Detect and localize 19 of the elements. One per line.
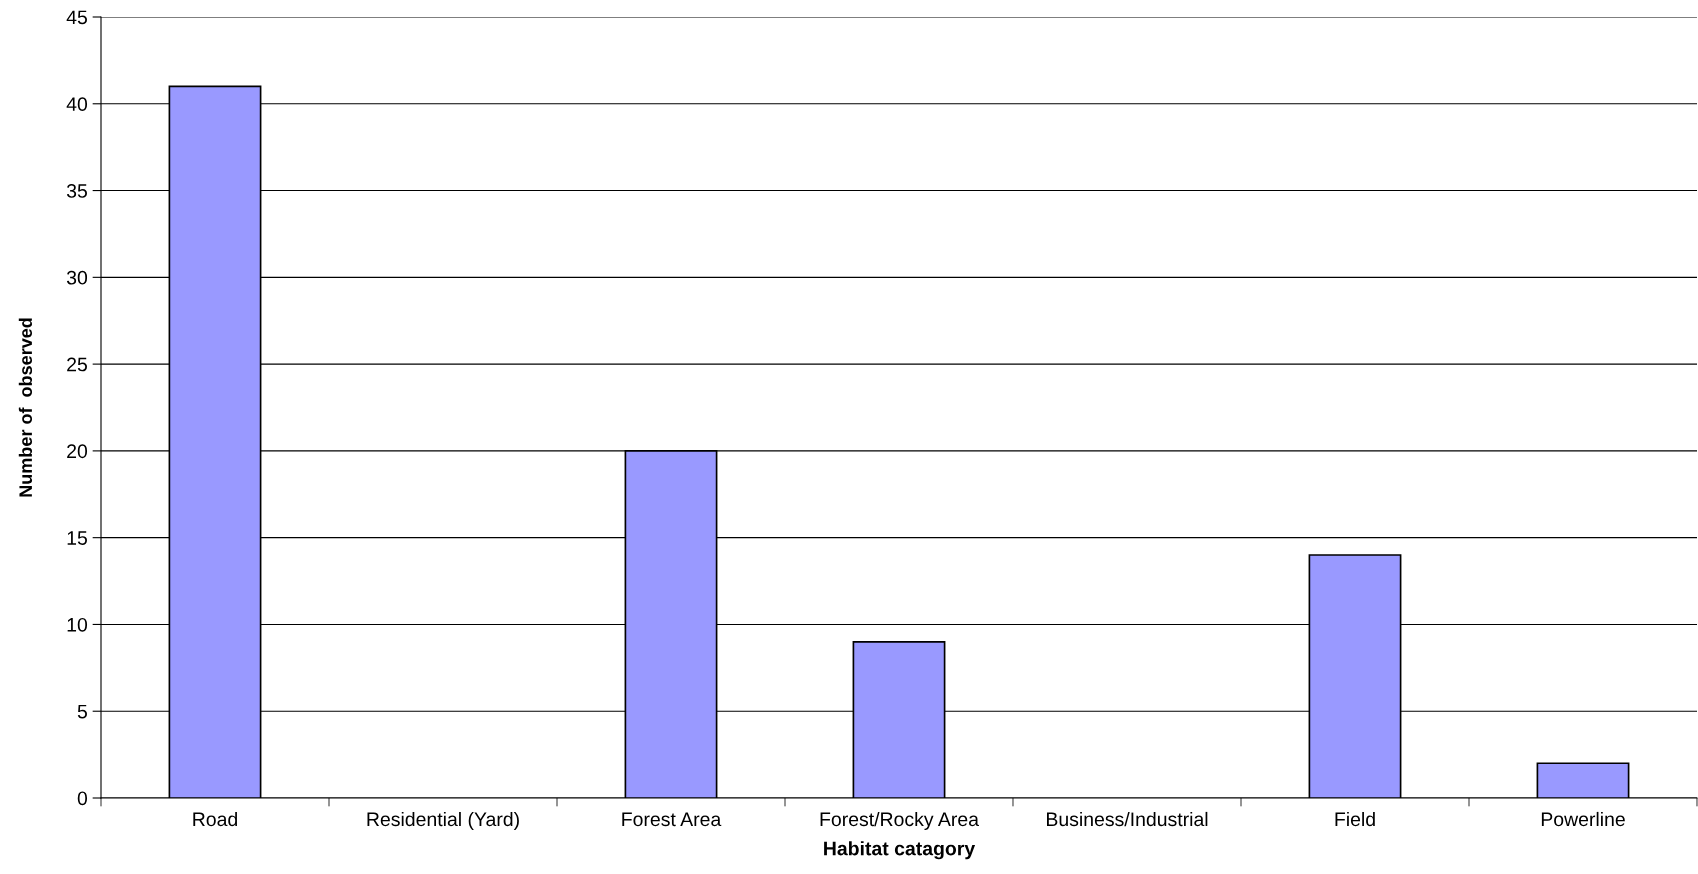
y-tick-label: 40 <box>66 97 88 112</box>
y-tick-label: 10 <box>67 617 88 632</box>
y-tick-label: 0 <box>77 791 88 806</box>
x-tick-label: Powerline <box>1541 811 1625 827</box>
x-tick-label: Field <box>1335 811 1375 827</box>
y-tick-label: 45 <box>66 10 87 25</box>
x-tick-label: Residential (Yard) <box>367 811 519 831</box>
y-tick-label: 15 <box>67 531 87 545</box>
x-tick-label: Road <box>193 811 237 827</box>
y-tick-label: 30 <box>66 270 88 285</box>
y-tick-label: 35 <box>66 184 87 198</box>
y-tick-label: 5 <box>77 704 87 719</box>
y-tick-label: 20 <box>67 444 88 459</box>
x-tick-label: Forest/Rocky Area <box>820 811 979 831</box>
x-axis-title: Habitat catagory <box>824 841 976 860</box>
y-tick-label: 25 <box>67 357 87 372</box>
x-tick-label: Forest Area <box>622 812 722 827</box>
y-axis-title: Number of observed <box>18 318 33 497</box>
x-tick-label: Business/Industrial <box>1047 811 1208 827</box>
